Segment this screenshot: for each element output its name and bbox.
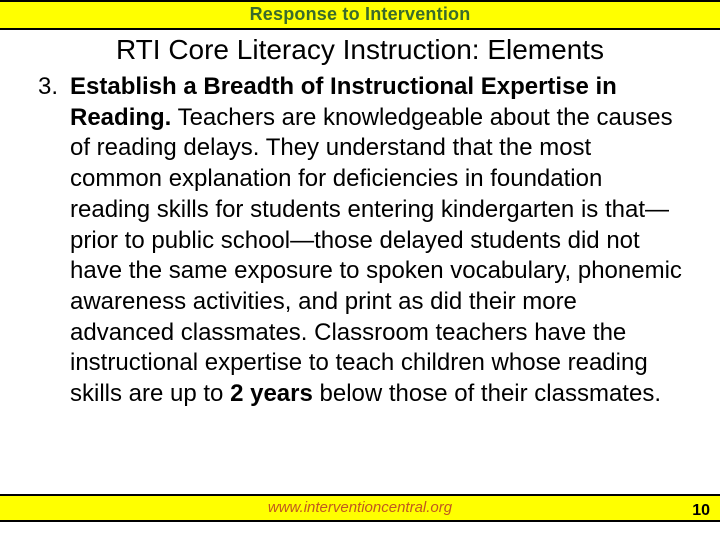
- list-content: Establish a Breadth of Instructional Exp…: [70, 72, 684, 410]
- list-bold-tail: 2 years: [230, 380, 313, 407]
- list-item: 3. Establish a Breadth of Instructional …: [24, 72, 684, 410]
- body-wrap: 3. Establish a Breadth of Instructional …: [0, 72, 720, 410]
- header-bar: Response to Intervention: [0, 0, 720, 30]
- header-text: Response to Intervention: [250, 4, 471, 24]
- list-number: 3.: [24, 72, 70, 103]
- list-body-before: Teachers are knowledgeable about the cau…: [70, 104, 682, 407]
- page-number: 10: [692, 502, 710, 520]
- slide-title: RTI Core Literacy Instruction: Elements: [0, 34, 720, 66]
- slide-container: Response to Intervention RTI Core Litera…: [0, 0, 720, 540]
- list-body-after: below those of their classmates.: [313, 380, 661, 407]
- footer-text: www.interventioncentral.org: [268, 499, 452, 516]
- footer-bar: www.interventioncentral.org: [0, 494, 720, 522]
